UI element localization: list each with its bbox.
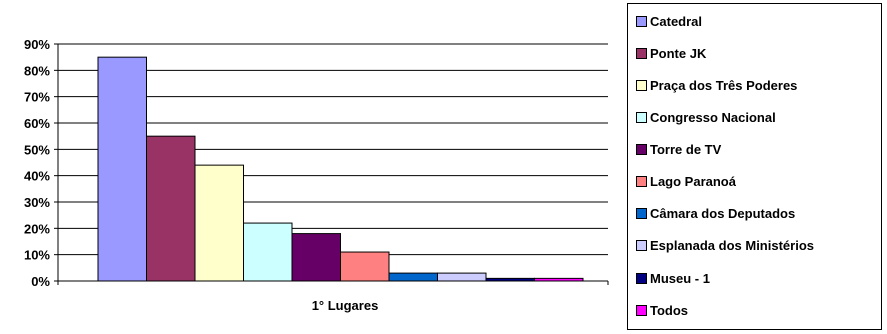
y-tick-label: 70% <box>24 90 50 105</box>
legend-label: Ponte JK <box>650 45 707 61</box>
legend-item: Lago Paranoá <box>636 173 736 189</box>
bar-lago-parano- <box>340 251 390 282</box>
legend-swatch <box>636 111 647 123</box>
bar-catedral <box>97 56 147 282</box>
legend-item: Catedral <box>636 13 702 29</box>
y-tick-label: 40% <box>24 169 50 184</box>
y-tick-label: 50% <box>24 142 50 157</box>
legend-item: Todos <box>636 302 688 318</box>
bar-ponte-jk <box>146 135 196 282</box>
legend-swatch <box>636 175 647 187</box>
legend-swatch <box>636 207 647 219</box>
bar-esplanada-dos-minist-rios <box>437 272 487 282</box>
bar-torre-de-tv <box>291 233 341 282</box>
bar-congresso-nacional <box>243 222 293 282</box>
legend-item: Torre de TV <box>636 141 721 157</box>
legend-item: Congresso Nacional <box>636 109 776 125</box>
legend-swatch <box>636 239 647 251</box>
legend-item: Praça dos Três Poderes <box>636 77 797 93</box>
legend-label: Esplanada dos Ministérios <box>650 237 814 253</box>
legend-swatch <box>636 272 647 284</box>
legend-item: Esplanada dos Ministérios <box>636 237 814 253</box>
legend-swatch <box>636 79 647 91</box>
legend-label: Praça dos Três Poderes <box>650 77 798 93</box>
legend-label: Lago Paranoá <box>650 173 736 189</box>
bar-c-mara-dos-deputados <box>388 272 438 282</box>
legend-label: Torre de TV <box>650 141 722 157</box>
legend-item: Museu - 1 <box>636 270 710 286</box>
y-tick-label: 90% <box>24 37 50 52</box>
legend-label: Congresso Nacional <box>650 109 776 125</box>
y-tick-label: 60% <box>24 116 50 131</box>
bars <box>97 56 584 282</box>
legend-label: Todos <box>650 302 689 318</box>
y-tick-label: 80% <box>24 63 50 78</box>
y-tick-labels: 0% 10% 20% 30% 40% 50% 60% 70% 80% 90% <box>24 37 50 289</box>
y-tick-label: 10% <box>24 248 50 263</box>
bar-pra-a-dos-tr-s-poderes <box>194 164 244 282</box>
legend: Catedral Ponte JK Praça dos Três Poderes Co… <box>627 3 882 330</box>
legend-swatch <box>636 15 647 27</box>
chart: 0% 10% 20% 30% 40% 50% 60% 70% 80% 90% 1° Lugares <box>24 37 609 313</box>
legend-swatch <box>636 47 647 59</box>
legend-swatch <box>636 304 647 316</box>
legend-label: Museu - 1 <box>650 270 710 286</box>
legend-label: Câmara dos Deputados <box>650 205 796 221</box>
y-tick-label: 30% <box>24 195 50 210</box>
axes <box>57 44 609 285</box>
y-tick-label: 0% <box>31 274 50 289</box>
legend-item: Ponte JK <box>636 45 706 61</box>
legend-label: Catedral <box>650 13 703 29</box>
y-tick-label: 20% <box>24 221 50 236</box>
x-category-label: 1° Lugares <box>312 298 379 313</box>
legend-item: Câmara dos Deputados <box>636 205 795 221</box>
legend-swatch <box>636 143 647 155</box>
